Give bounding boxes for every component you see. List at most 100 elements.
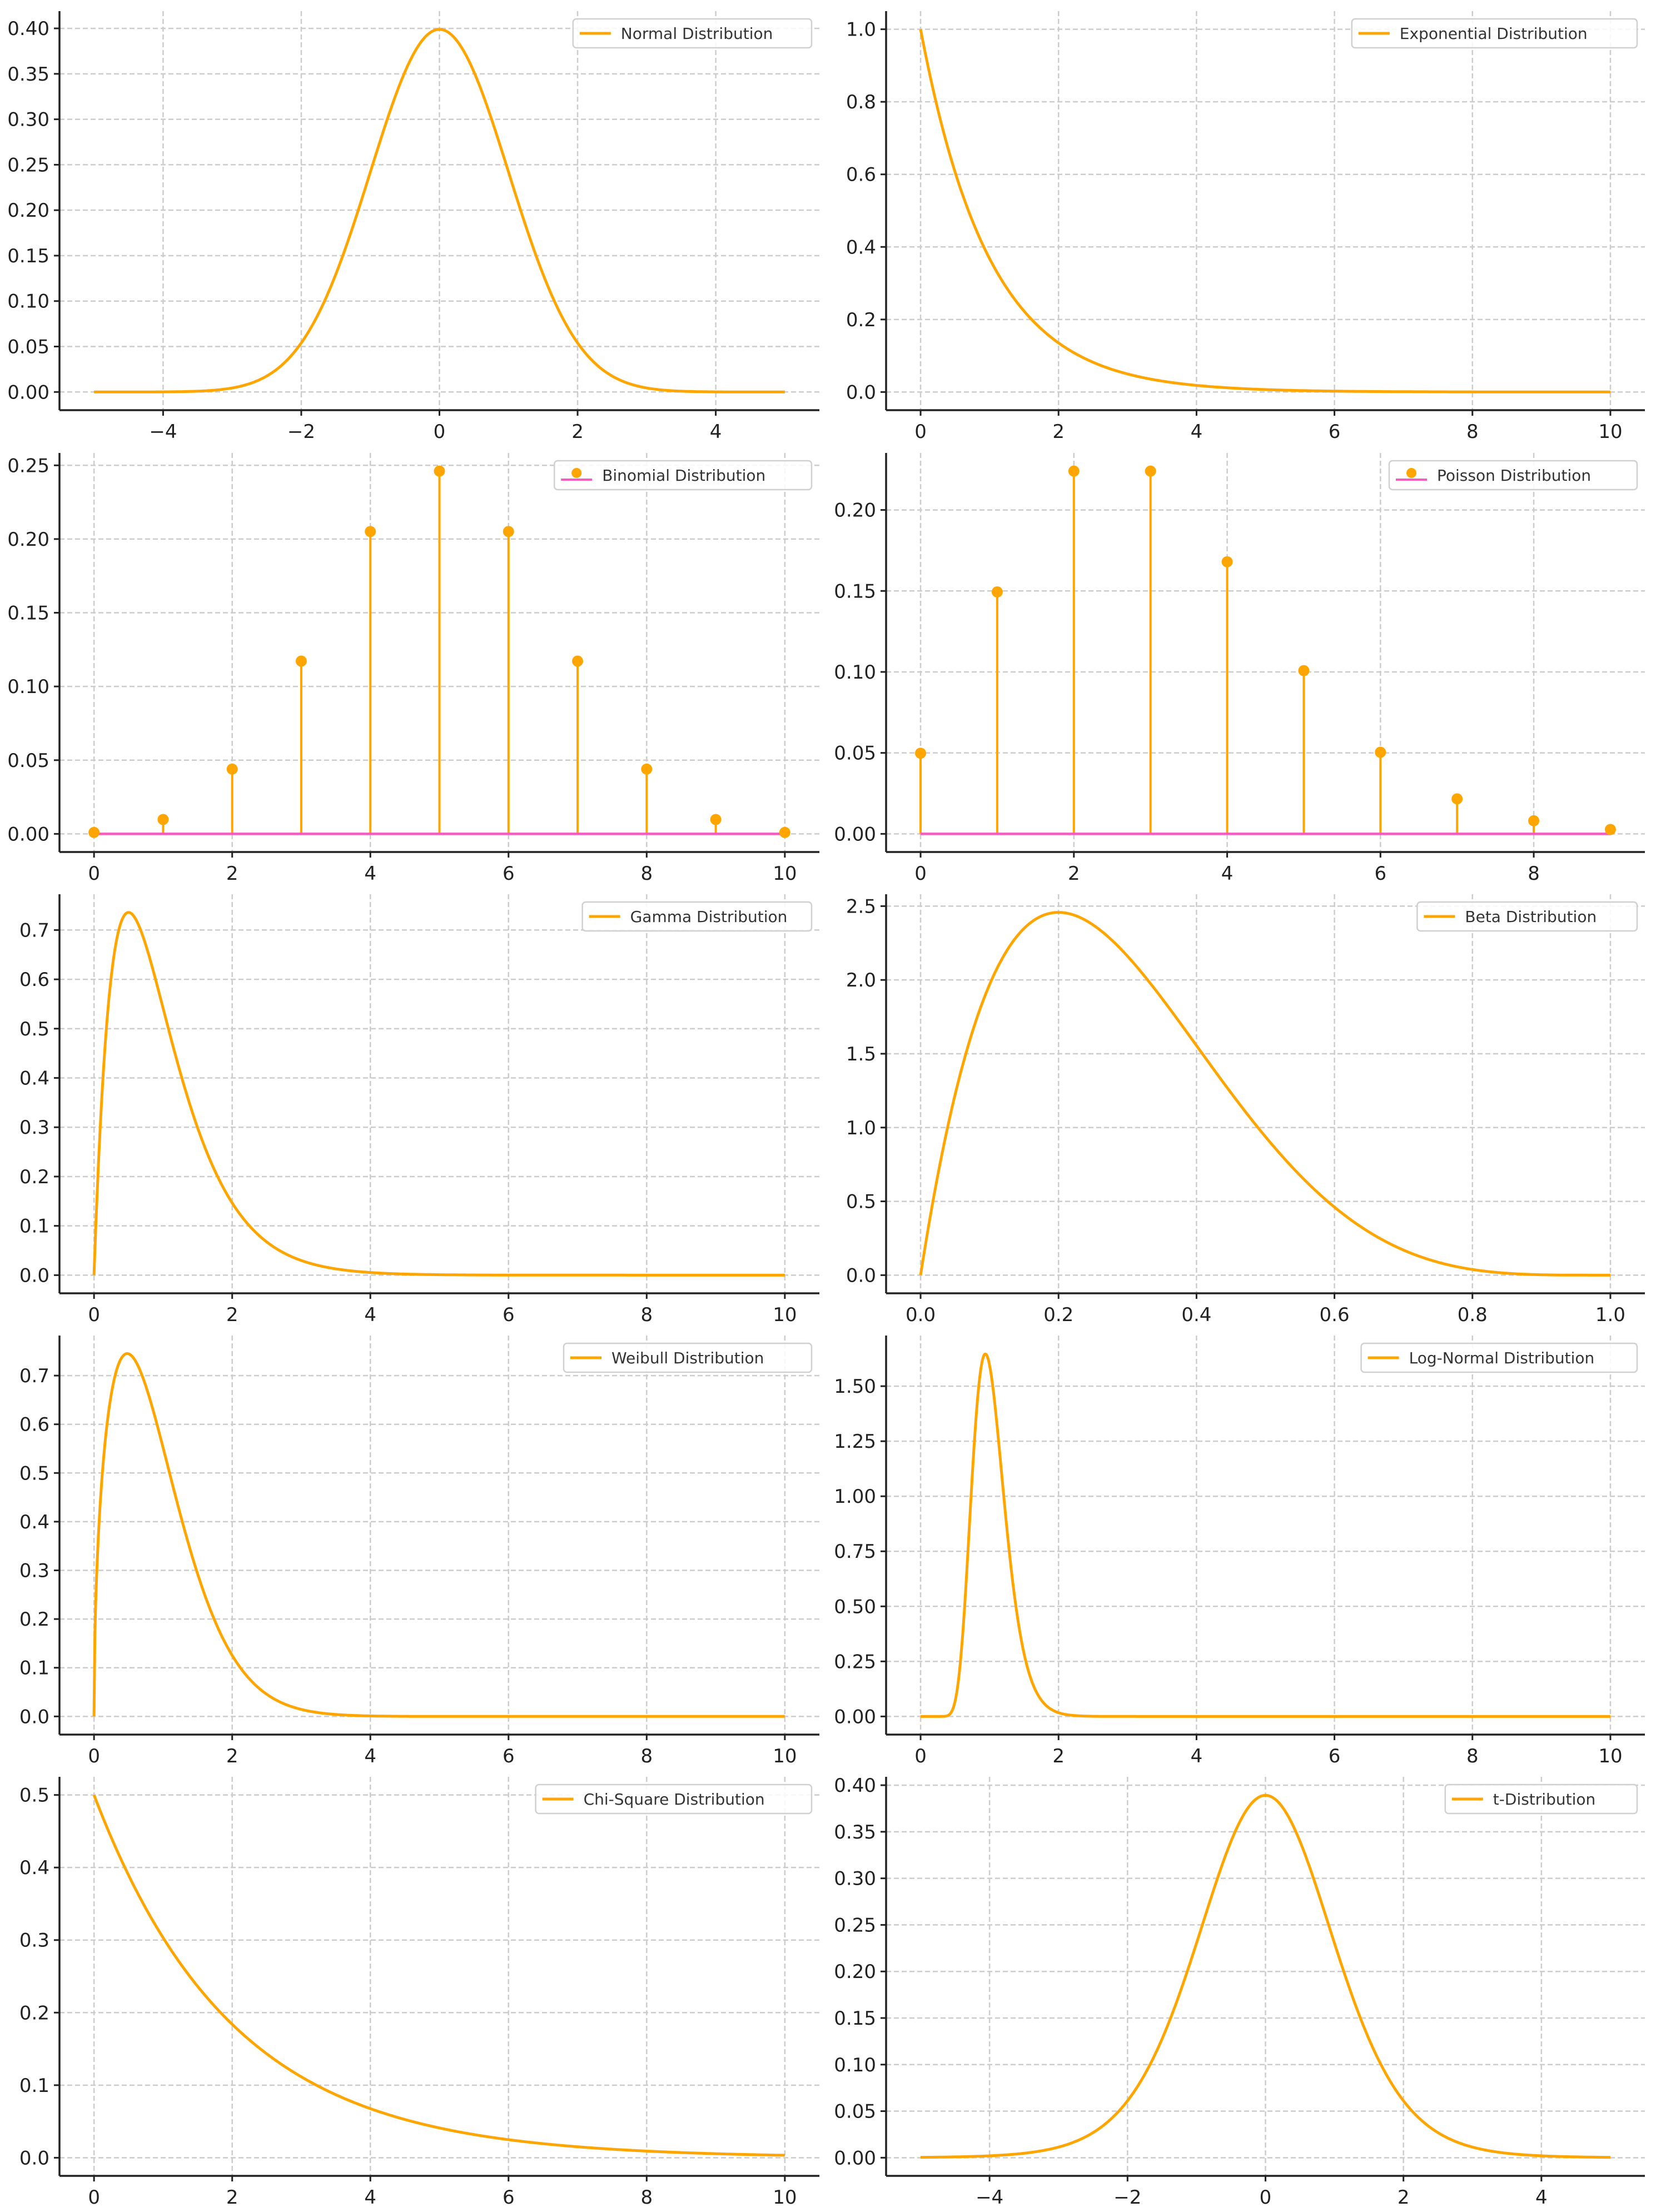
x-tick-label: 8 xyxy=(640,1304,653,1326)
x-tick-label: 10 xyxy=(773,1745,797,1767)
y-tick-label: 0.40 xyxy=(7,18,49,40)
x-tick-label: 2 xyxy=(1052,1745,1065,1767)
y-tick-label: 1.50 xyxy=(834,1376,876,1398)
x-tick-label: 6 xyxy=(503,1304,515,1326)
stem-marker xyxy=(88,826,100,838)
y-tick-label: 0.4 xyxy=(19,1511,49,1533)
y-tick-label: 0.7 xyxy=(19,1365,49,1387)
y-tick-label: 0.15 xyxy=(834,2007,876,2030)
legend-label: Weibull Distribution xyxy=(611,1349,764,1367)
y-tick-label: 0.6 xyxy=(19,969,49,991)
x-tick-label: 2 xyxy=(1068,863,1080,885)
stem-marker xyxy=(572,655,584,667)
y-tick-label: 0.8 xyxy=(846,91,876,113)
stem-marker xyxy=(1068,465,1080,477)
legend-label: Beta Distribution xyxy=(1465,908,1597,926)
x-tick-label: −4 xyxy=(149,421,177,443)
series-line xyxy=(92,1352,785,1718)
x-tick-label: 6 xyxy=(1329,1745,1341,1767)
x-tick-label: 6 xyxy=(1374,863,1386,885)
series-line xyxy=(92,911,785,1277)
stem-marker xyxy=(1604,824,1616,835)
x-tick-label: 0.2 xyxy=(1043,1304,1073,1326)
y-tick-label: 0.25 xyxy=(834,1914,876,1936)
y-tick-label: 0.7 xyxy=(19,919,49,941)
x-tick-label: 4 xyxy=(364,2186,376,2209)
x-tick-label: 10 xyxy=(773,2186,797,2209)
y-tick-label: 0.75 xyxy=(834,1541,876,1563)
x-tick-label: 1.0 xyxy=(1595,1304,1625,1326)
y-tick-label: 0.10 xyxy=(7,291,49,313)
legend-label: Poisson Distribution xyxy=(1437,466,1591,485)
legend: Gamma Distribution xyxy=(581,901,813,932)
x-tick-label: 0 xyxy=(88,1745,100,1767)
x-tick-label: 4 xyxy=(364,863,376,885)
x-tick-label: 2 xyxy=(1052,421,1065,443)
legend: Beta Distribution xyxy=(1416,901,1638,932)
y-tick-label: 0.4 xyxy=(846,236,876,258)
stem-marker xyxy=(1451,793,1463,805)
series-line xyxy=(919,29,1611,393)
stem-marker xyxy=(365,526,376,537)
x-tick-label: 4 xyxy=(1191,421,1203,443)
x-tick-label: 2 xyxy=(226,1745,238,1767)
stem-marker xyxy=(991,586,1003,598)
stem-marker xyxy=(226,763,238,775)
y-tick-label: 0.00 xyxy=(7,381,49,403)
legend-marker-swatch xyxy=(571,468,582,478)
y-tick-label: 0.05 xyxy=(7,750,49,772)
legend-box xyxy=(1360,1342,1638,1373)
x-tick-label: 6 xyxy=(503,2186,515,2209)
x-tick-label: 4 xyxy=(1535,2186,1548,2209)
y-tick-label: 0.0 xyxy=(846,381,876,403)
stem-marker xyxy=(779,826,790,838)
chart-panel-t-distribution: −4 −2 0 2 4 0.00 0.05 0.10 0.15 0.20 0.25 0.30 0.35 0… xyxy=(834,1775,1645,2209)
y-tick-label: 2.5 xyxy=(846,895,876,918)
x-tick-label: 0 xyxy=(1260,2186,1272,2209)
y-tick-label: 0.35 xyxy=(7,63,49,86)
x-tick-label: 8 xyxy=(640,863,653,885)
y-tick-label: 1.5 xyxy=(846,1043,876,1065)
x-tick-label: 0 xyxy=(914,863,927,885)
x-tick-label: −4 xyxy=(976,2186,1003,2209)
x-tick-label: 10 xyxy=(773,863,797,885)
x-tick-label: 4 xyxy=(710,421,722,443)
x-tick-label: 8 xyxy=(1466,1745,1479,1767)
x-tick-label: 0.0 xyxy=(906,1304,936,1326)
x-tick-label: 2 xyxy=(226,2186,238,2209)
y-tick-label: 0.10 xyxy=(7,676,49,698)
legend: Poisson Distribution xyxy=(1388,460,1638,491)
series-line xyxy=(93,28,785,393)
legend-box xyxy=(1444,1783,1638,1815)
y-tick-label: 0.25 xyxy=(834,1651,876,1673)
legend: Chi-Square Distribution xyxy=(535,1783,813,1815)
stem-marker xyxy=(641,763,653,775)
x-tick-label: 0.6 xyxy=(1320,1304,1350,1326)
legend-label: t-Distribution xyxy=(1493,1790,1595,1809)
legend-label: Binomial Distribution xyxy=(602,466,765,485)
chart-panel-exponential-distribution: 0 2 4 6 8 10 0.0 0.2 0.4 0.6 0.8 1.0 Exponential Dis… xyxy=(846,11,1645,443)
y-tick-label: 0.2 xyxy=(846,309,876,331)
y-tick-label: 1.0 xyxy=(846,1117,876,1139)
y-tick-label: 0.0 xyxy=(19,1264,49,1287)
stem-marker xyxy=(710,814,722,825)
series-line xyxy=(920,1793,1611,2159)
legend: t-Distribution xyxy=(1444,1783,1638,1815)
y-tick-label: 0.25 xyxy=(7,154,49,176)
chart-panel-gamma-distribution: 0 2 4 6 8 10 0.0 0.1 0.2 0.3 0.4 0.5 0.6 0.7 Gamma Dis… xyxy=(19,894,819,1326)
y-tick-label: 0.2 xyxy=(19,2002,49,2024)
x-tick-label: 4 xyxy=(364,1745,376,1767)
y-tick-label: 1.0 xyxy=(846,19,876,41)
x-tick-label: 2 xyxy=(226,863,238,885)
x-tick-label: 6 xyxy=(503,1745,515,1767)
x-tick-label: 8 xyxy=(640,1745,653,1767)
y-tick-label: 0.40 xyxy=(834,1775,876,1797)
chart-panel-weibull-distribution: 0 2 4 6 8 10 0.0 0.1 0.2 0.3 0.4 0.5 0.6 0.7 Weibull D… xyxy=(19,1336,819,1767)
y-tick-label: 0.6 xyxy=(846,164,876,186)
legend: Normal Distribution xyxy=(572,18,813,49)
legend-box xyxy=(1351,18,1638,49)
x-tick-label: 6 xyxy=(1329,421,1341,443)
y-tick-label: 0.5 xyxy=(846,1191,876,1213)
y-tick-label: 0.0 xyxy=(19,1706,49,1728)
